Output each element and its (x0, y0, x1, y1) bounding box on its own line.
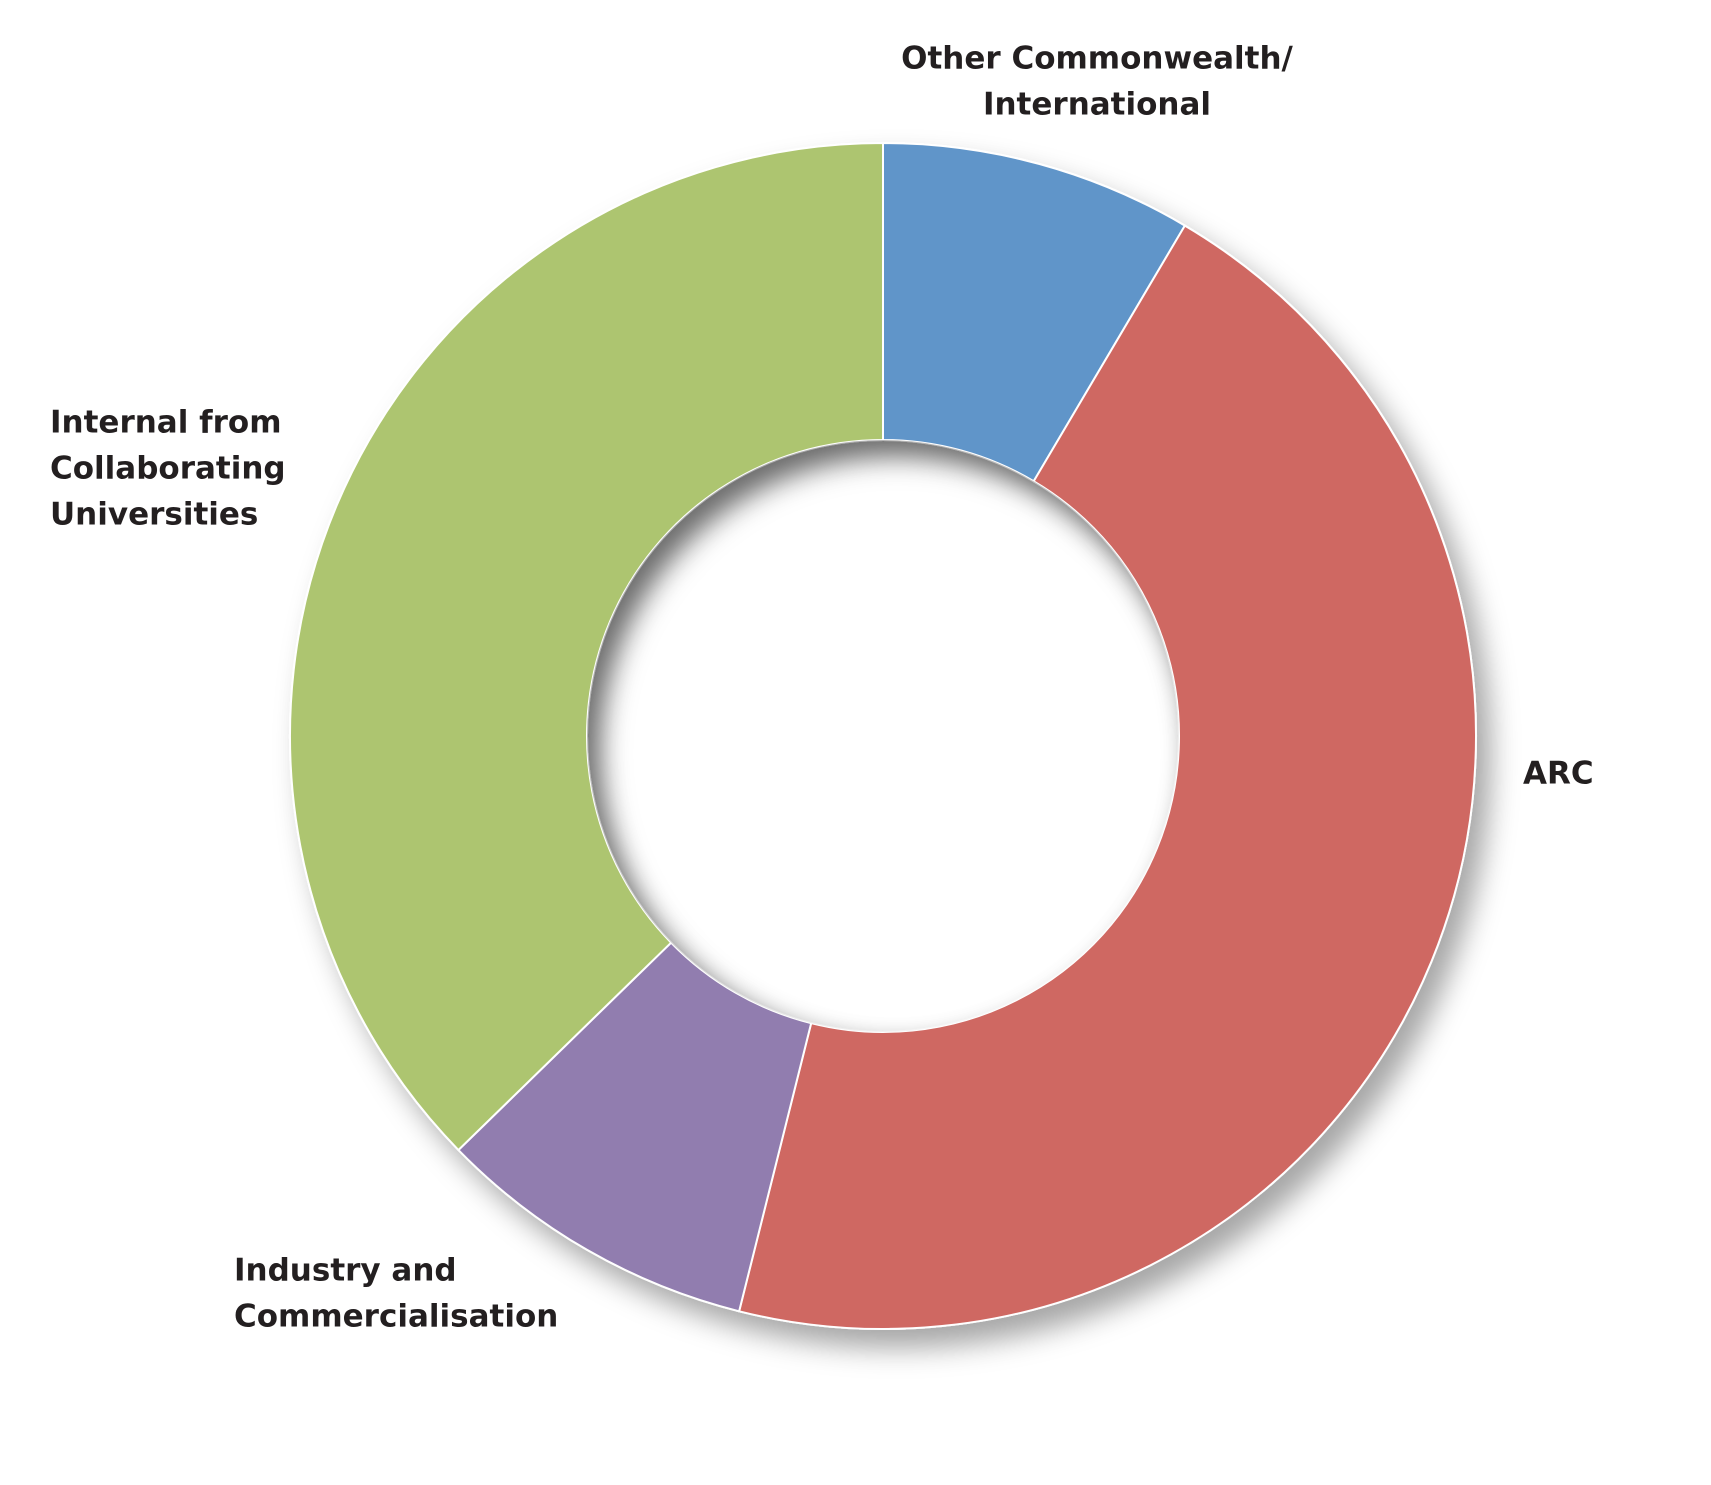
slice-label: Internal from (50, 405, 282, 441)
slice-label: Industry and (234, 1253, 457, 1289)
slice-label: Universities (50, 497, 258, 533)
slice-label: Collaborating (50, 451, 286, 487)
slice-label: Other Commonwealth/ (901, 41, 1293, 77)
slice-label: ARC (1523, 756, 1594, 792)
slice-label: Commercialisation (234, 1299, 558, 1335)
donut (289, 141, 1477, 1330)
donut-hole (587, 440, 1179, 1032)
slice-label: International (983, 87, 1211, 123)
